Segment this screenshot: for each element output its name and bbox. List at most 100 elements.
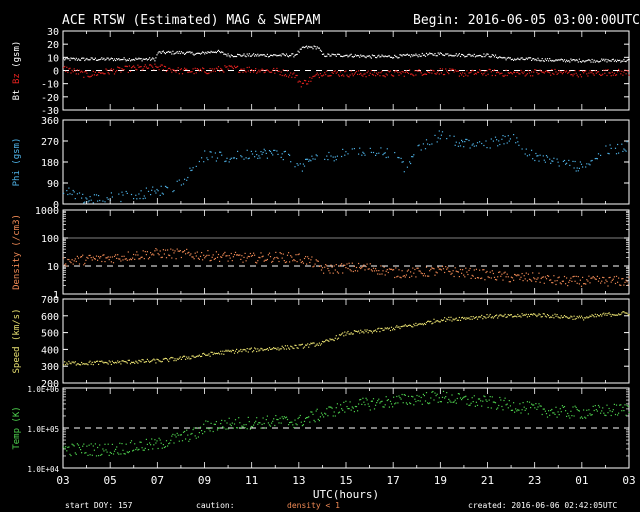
data-point [279,348,281,350]
data-point [306,158,308,160]
data-point [526,316,528,318]
data-point [158,437,160,439]
data-point [484,279,486,281]
data-point [347,330,349,333]
data-point [384,327,386,329]
data-point [535,152,537,155]
data-point [385,396,387,398]
data-point [523,406,525,408]
data-point [328,270,330,272]
data-point [262,349,264,352]
data-point [607,412,609,414]
data-point [625,73,627,75]
data-point [298,344,300,346]
data-point [555,406,557,408]
data-point [414,268,416,271]
data-point [247,55,249,57]
data-point [221,68,223,70]
data-point [364,269,366,271]
data-point [372,267,375,269]
data-point [515,59,517,61]
data-point [156,66,158,68]
data-point [420,323,422,325]
data-point [401,55,403,57]
data-point [449,271,451,273]
data-point [411,73,413,75]
data-point [462,141,464,143]
data-point [69,59,71,61]
data-point [522,314,524,317]
data-point [247,416,249,418]
data-point [174,70,176,72]
data-point [242,426,244,428]
data-point [141,447,143,449]
x-tick-label: 15 [339,474,352,487]
data-point [608,153,610,155]
data-point [610,281,612,283]
data-point [530,407,532,409]
data-point [434,274,436,276]
data-point [290,421,292,423]
data-point [590,277,592,279]
data-point [308,80,310,82]
data-point [247,351,249,353]
data-point [531,59,533,61]
data-point [422,54,424,56]
data-point [136,447,138,449]
data-point [301,170,303,172]
data-point [129,442,132,444]
data-point [541,276,543,278]
data-point [375,268,377,270]
data-point [400,157,402,159]
data-point [398,326,400,328]
data-point [298,80,300,82]
data-point [533,277,535,279]
data-point [588,163,590,165]
data-point [489,56,491,58]
data-point [358,153,360,155]
data-point [306,263,308,265]
data-point [247,158,249,160]
data-point [342,74,344,76]
data-point [484,56,486,58]
data-point [431,72,433,74]
data-point [458,142,460,144]
data-point [344,55,346,57]
data-point [365,330,367,333]
data-point [506,57,508,59]
data-point [209,151,211,153]
data-point [370,400,372,402]
data-point [227,68,229,70]
data-point [535,403,537,405]
data-point [518,144,520,146]
data-point [130,440,133,442]
data-point [282,253,284,255]
data-point [71,193,73,196]
data-point [358,55,360,57]
data-point [417,56,419,58]
data-point [434,134,436,136]
data-point [477,398,480,400]
data-point [413,272,415,274]
data-point [344,264,346,266]
data-point [301,425,303,427]
data-point [386,399,388,402]
data-point [350,70,352,72]
data-point [601,58,603,60]
data-point [254,422,256,424]
data-point [267,56,269,58]
data-point [105,257,107,259]
data-point [535,58,537,60]
data-point [557,411,559,413]
data-point [429,72,431,74]
data-point [319,49,321,51]
data-point [382,329,384,331]
data-point [136,251,138,253]
data-point [585,417,587,419]
data-point [493,401,496,403]
data-point [188,251,190,253]
data-point [428,275,430,277]
data-point [65,70,67,72]
data-point [373,330,376,332]
